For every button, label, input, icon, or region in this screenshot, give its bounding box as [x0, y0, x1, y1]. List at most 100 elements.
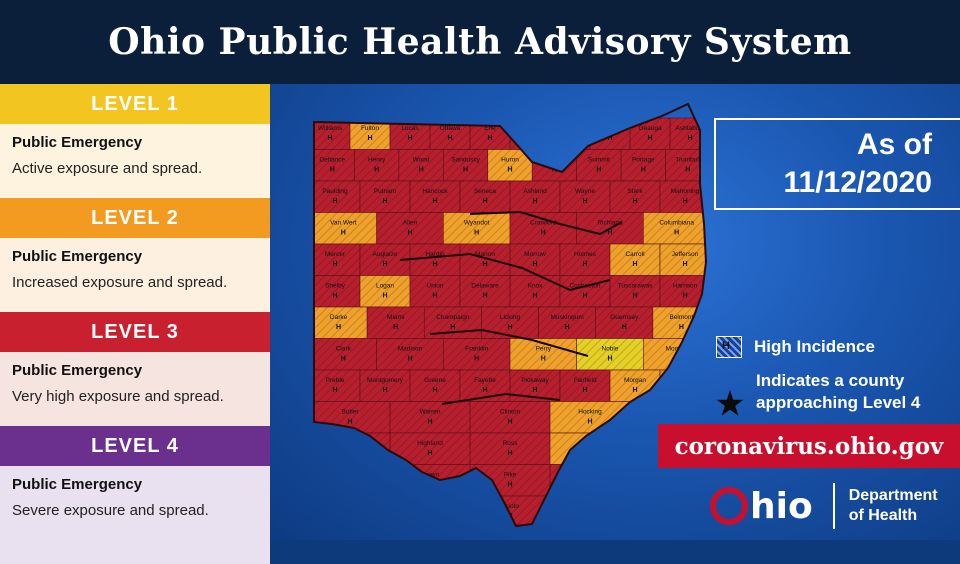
county-hatch [314, 433, 390, 465]
county-label: Franklin [465, 346, 489, 353]
county-label: Geauga [638, 125, 662, 132]
level-legend: LEVEL 1 Public Emergency Active exposure… [0, 84, 270, 564]
county-high-incidence-mark: H [482, 261, 487, 268]
county-hatch [376, 212, 444, 244]
county-hatch [390, 464, 470, 496]
county-hatch [670, 118, 706, 150]
county-high-incidence-mark: H [374, 167, 379, 174]
county-label: Summit [588, 157, 610, 164]
county-label: Pike [504, 472, 517, 479]
level-3-body: Public Emergency Very high exposure and … [0, 352, 270, 426]
county-hatch [360, 370, 410, 402]
county-high-incidence-mark: H [341, 230, 346, 237]
level-2-title: Public Emergency [12, 248, 143, 265]
county-hatch [630, 118, 670, 150]
county-label: Mahoning [671, 188, 700, 195]
county-label: Washington [668, 377, 702, 384]
county-hatch [610, 244, 660, 276]
county-high-incidence-mark: H [474, 356, 479, 363]
county-label: Ashland [523, 188, 547, 195]
high-incidence-key: H High Incidence [716, 336, 875, 358]
swatch-letter: H [722, 340, 730, 352]
county-label: Trumbull [675, 157, 701, 164]
county-high-incidence-mark: H [622, 324, 627, 331]
county-hatch [660, 244, 706, 276]
county-high-incidence-mark: H [482, 387, 487, 394]
dept-name: Department of Health [849, 486, 938, 526]
county-label: Defiance [319, 157, 345, 164]
county-hatch [510, 244, 560, 276]
county-hatch [314, 244, 360, 276]
county-label: Portage [632, 157, 655, 164]
county-hatch [470, 433, 550, 465]
county-label: Harrison [673, 283, 698, 290]
county-high-incidence-mark: H [687, 135, 692, 142]
county-hatch [443, 338, 510, 370]
county-label: Medina [544, 157, 566, 164]
county-hatch [367, 307, 425, 339]
county-lawrence [576, 495, 706, 526]
county-label: Champaign [436, 314, 470, 321]
county-hatch [460, 181, 510, 213]
county-label: Richland [597, 220, 623, 227]
county-hatch [643, 338, 706, 370]
county-label: Greene [424, 377, 446, 384]
county-label: Hancock [422, 188, 448, 195]
county-high-incidence-mark: H [432, 293, 437, 300]
county-high-incidence-mark: H [336, 324, 341, 331]
level-4-header: LEVEL 4 [0, 426, 270, 466]
county-high-incidence-mark: H [532, 387, 537, 394]
county-high-incidence-mark: H [607, 356, 612, 363]
county-label: Vinton [581, 440, 600, 447]
county-hatch [550, 464, 630, 496]
county-label: Auglaize [373, 251, 398, 258]
county-label: Seneca [474, 188, 496, 195]
county-hatch [410, 275, 460, 307]
county-hatch [595, 307, 653, 339]
county-label: Fairfield [573, 377, 597, 384]
level-3-desc: Very high exposure and spread. [12, 388, 224, 405]
level-3-title: Public Emergency [12, 362, 143, 379]
county-hatch [390, 118, 430, 150]
county-hatch [550, 118, 590, 150]
county-high-incidence-mark: H [596, 167, 601, 174]
county-hatch [660, 370, 706, 402]
county-hatch [643, 212, 706, 244]
header-bar: Ohio Public Health Advisory System [0, 0, 960, 84]
county-hatch [550, 401, 630, 433]
website-url[interactable]: coronavirus.ohio.gov [658, 424, 960, 468]
county-hatch [470, 118, 510, 150]
county-label: Athens [660, 409, 681, 416]
county-high-incidence-mark: H [507, 450, 512, 457]
county-high-incidence-mark: H [679, 324, 684, 331]
county-hatch [314, 149, 355, 181]
county-high-incidence-mark: H [463, 167, 468, 174]
county-hatch [630, 464, 706, 496]
approaching-label-2: approaching Level 4 [756, 393, 921, 412]
county-hatch [314, 496, 444, 526]
ohio-county-map: Williams H Fulton H Lucas H Ottawa H Erie H Lorain… [313, 103, 744, 527]
county-label: Lorain [521, 125, 539, 132]
county-hatch [443, 496, 577, 526]
county-hatch [538, 307, 596, 339]
county-label: Guernsey [610, 314, 639, 321]
county-high-incidence-mark: H [374, 513, 379, 520]
county-hatch [390, 401, 470, 433]
county-high-incidence-mark: H [507, 419, 512, 426]
county-label: Montgomery [367, 377, 404, 384]
county-hatch [621, 149, 666, 181]
county-hatch [460, 370, 510, 402]
level-4-desc: Severe exposure and spread. [12, 502, 209, 519]
county-label: Belmont [669, 314, 693, 321]
county-label: Madison [398, 346, 423, 353]
county-high-incidence-mark: H [393, 324, 398, 331]
county-high-incidence-mark: H [482, 198, 487, 205]
county-hatch [410, 370, 460, 402]
county-label: Knox [528, 283, 544, 290]
county-high-incidence-mark: H [541, 230, 546, 237]
level-1-header: LEVEL 1 [0, 84, 270, 124]
county-hatch [314, 181, 360, 213]
approaching-label-1: Indicates a county [756, 371, 905, 390]
level-1-title: Public Emergency [12, 134, 143, 151]
county-high-incidence-mark: H [407, 230, 412, 237]
